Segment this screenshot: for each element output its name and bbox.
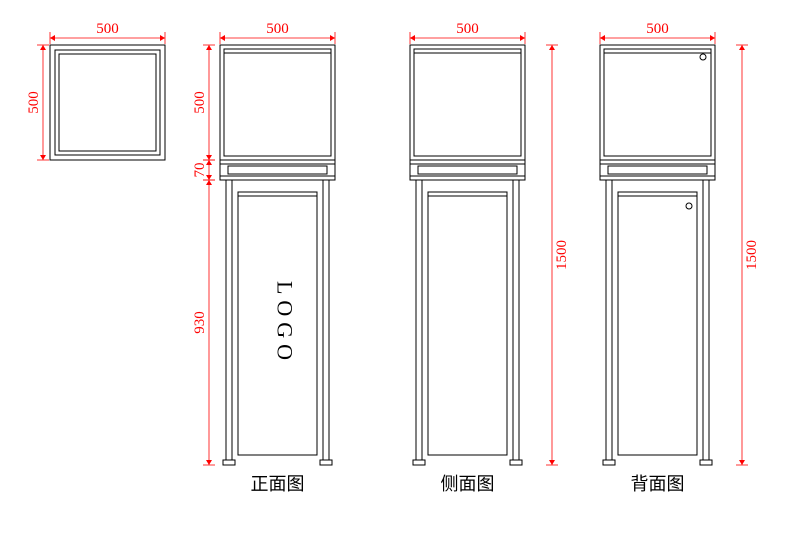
svg-text:70: 70 (192, 163, 208, 178)
svg-text:500: 500 (96, 21, 119, 37)
svg-text:500: 500 (266, 21, 289, 37)
technical-drawing: 500 500 正面图 500 LOGO 500 70 930 侧面图 500 1500 背面图 500… (0, 0, 800, 548)
svg-text:1500: 1500 (554, 240, 570, 270)
caption: 侧面图 (441, 474, 495, 494)
svg-text:930: 930 (192, 311, 208, 334)
caption: 背面图 (631, 474, 685, 494)
svg-text:500: 500 (646, 21, 669, 37)
caption: 正面图 (251, 474, 305, 494)
svg-text:1500: 1500 (744, 240, 760, 270)
svg-text:500: 500 (26, 91, 42, 114)
logo-text: LOGO (273, 281, 298, 366)
svg-text:500: 500 (456, 21, 479, 37)
svg-text:500: 500 (192, 91, 208, 114)
